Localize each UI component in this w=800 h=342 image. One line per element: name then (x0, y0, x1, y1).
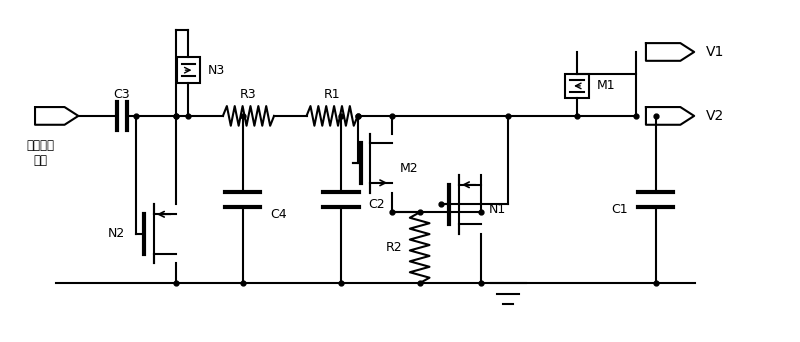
Text: 端口: 端口 (33, 154, 47, 167)
Text: R1: R1 (324, 88, 341, 101)
Text: C3: C3 (114, 88, 130, 101)
Text: N2: N2 (107, 227, 125, 240)
Text: M2: M2 (400, 161, 418, 174)
Bar (177, 57, 200, 83)
Bar (566, 74, 589, 98)
Text: V1: V1 (706, 45, 724, 59)
Text: R2: R2 (386, 241, 402, 254)
Text: C1: C1 (612, 203, 628, 216)
Text: N1: N1 (489, 203, 506, 216)
Text: 信号输入: 信号输入 (26, 139, 54, 152)
Text: V2: V2 (706, 109, 724, 123)
Text: C4: C4 (270, 208, 286, 221)
Text: N3: N3 (208, 64, 226, 77)
Text: R3: R3 (240, 88, 257, 101)
Text: M1: M1 (597, 79, 615, 92)
Text: C2: C2 (369, 198, 385, 211)
